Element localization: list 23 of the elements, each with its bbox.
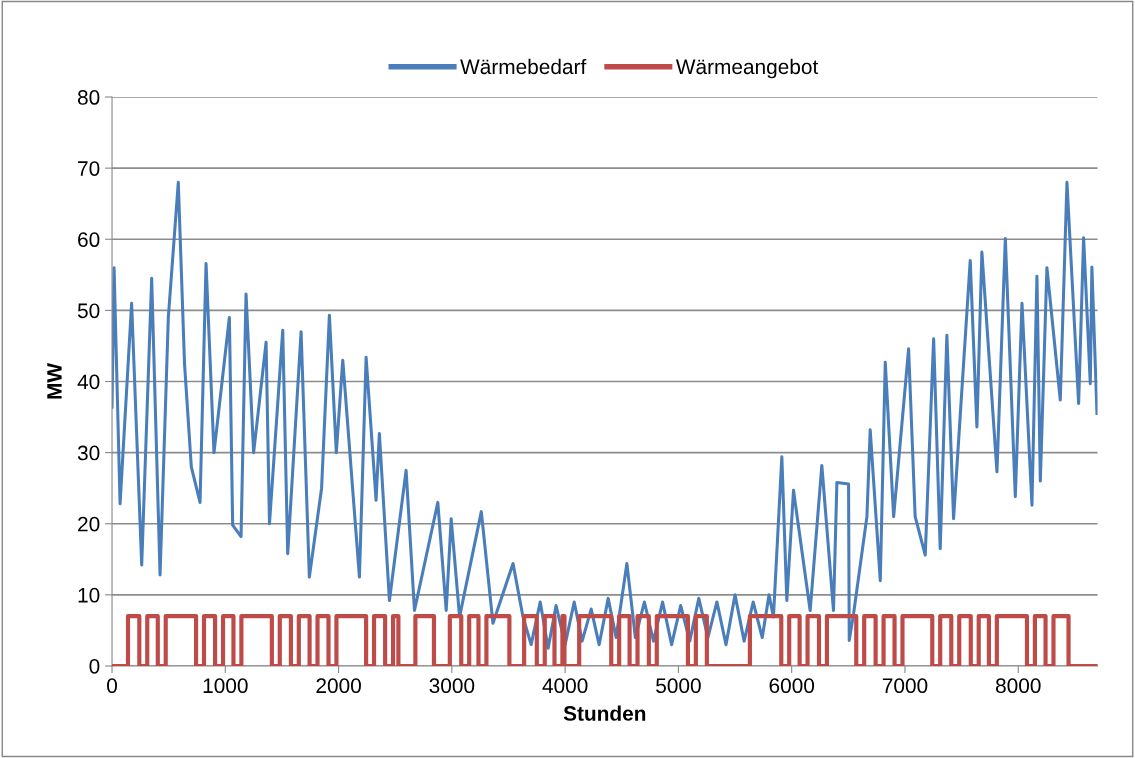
x-tick-label: 5000 (656, 678, 701, 694)
x-tick-label: 4000 (542, 678, 588, 694)
y-tick-label: 10 (78, 587, 100, 603)
x-tick-label: 8000 (995, 678, 1041, 694)
legend-label: Wärmebedarf (460, 58, 587, 75)
x-tick-label: 7000 (882, 678, 928, 694)
x-tick-label: 3000 (429, 678, 475, 694)
y-tick-label: 0 (89, 658, 100, 674)
y-axis-title: MW (47, 363, 62, 399)
x-tick-label: 0 (107, 678, 117, 694)
x-tick-label: 6000 (769, 678, 815, 694)
y-tick-label: 30 (77, 445, 100, 461)
x-axis-title: Stunden (563, 705, 646, 721)
y-tick-label: 50 (77, 303, 100, 319)
y-tick-label: 70 (78, 161, 100, 176)
x-tick-label: 1000 (203, 678, 248, 694)
x-tick-label: 2000 (316, 678, 361, 694)
line-series (112, 180, 1098, 650)
y-tick-label: 40 (77, 374, 100, 390)
y-tick-label: 80 (77, 90, 100, 105)
legend-label: Wärmeangebot (675, 58, 819, 79)
y-tick-label: 60 (78, 232, 100, 248)
y-tick-label: 20 (78, 516, 100, 532)
